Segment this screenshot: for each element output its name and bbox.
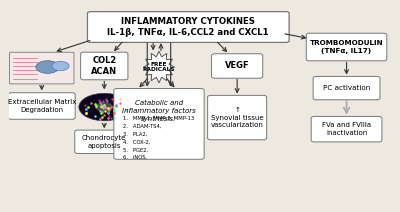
Text: 3.   PLA2,: 3. PLA2, (123, 131, 147, 137)
FancyBboxPatch shape (88, 12, 289, 42)
Text: Extracellular Matrix
Degradation: Extracellular Matrix Degradation (8, 99, 76, 113)
Text: INFLAMMATORY CYTOKINES
IL-1β, TNFα, IL-6,CCL2 and CXCL1: INFLAMMATORY CYTOKINES IL-1β, TNFα, IL-6… (108, 17, 269, 37)
FancyBboxPatch shape (75, 130, 134, 153)
Text: Chondrocyte
apoptosis: Chondrocyte apoptosis (82, 135, 126, 149)
Text: 6.   iNOS.: 6. iNOS. (123, 155, 147, 160)
Circle shape (52, 61, 69, 71)
FancyBboxPatch shape (311, 116, 382, 142)
Text: Catabolic and
Inflammatory factors
synthesis:: Catabolic and Inflammatory factors synth… (122, 100, 196, 122)
Text: FREE
RADICALS: FREE RADICALS (143, 62, 175, 73)
Text: COL2
ACAN: COL2 ACAN (91, 56, 117, 76)
FancyBboxPatch shape (81, 52, 128, 80)
Text: ↑
Synovial tissue
vascularization: ↑ Synovial tissue vascularization (211, 107, 264, 128)
FancyBboxPatch shape (8, 93, 75, 119)
Polygon shape (144, 51, 174, 83)
Text: PC activation: PC activation (323, 85, 370, 91)
Text: FVa and FVIIIa
inactivation: FVa and FVIIIa inactivation (322, 122, 371, 136)
Circle shape (79, 93, 130, 121)
Text: 2.   ADAM-TS4,: 2. ADAM-TS4, (123, 123, 161, 128)
FancyBboxPatch shape (306, 33, 387, 61)
FancyBboxPatch shape (212, 54, 263, 78)
FancyBboxPatch shape (10, 52, 74, 84)
Text: 5.   PGE2,: 5. PGE2, (123, 148, 148, 152)
FancyBboxPatch shape (208, 95, 267, 140)
Text: TROMBOMODULIN
(TNFα, IL17): TROMBOMODULIN (TNFα, IL17) (310, 40, 383, 54)
FancyBboxPatch shape (114, 89, 204, 159)
Text: VEGF: VEGF (225, 61, 250, 70)
Text: 4.   COX-2,: 4. COX-2, (123, 139, 150, 145)
Circle shape (36, 61, 59, 73)
FancyBboxPatch shape (313, 76, 380, 100)
Circle shape (95, 102, 113, 112)
Text: 1.   MMP-1, MMP-3, MMP-13: 1. MMP-1, MMP-3, MMP-13 (123, 116, 194, 120)
